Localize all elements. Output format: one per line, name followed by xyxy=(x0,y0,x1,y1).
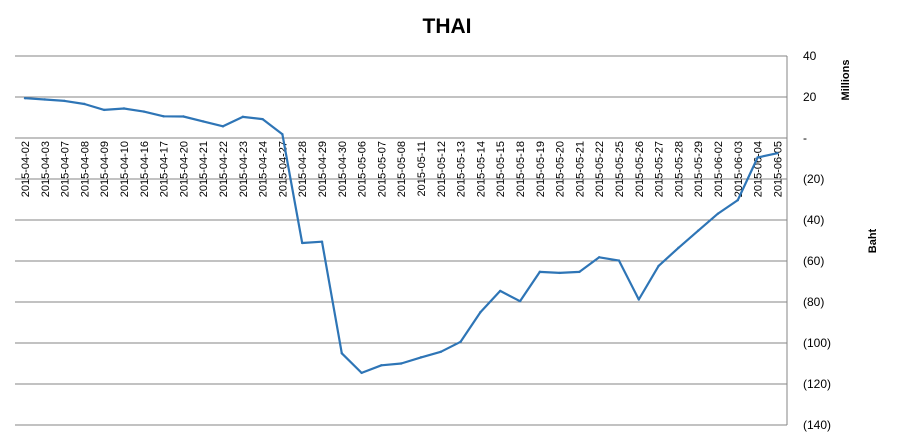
x-tick-label: 2015-04-28 xyxy=(297,141,309,197)
data-point xyxy=(756,156,759,159)
x-tick-label: 2015-04-24 xyxy=(258,141,270,197)
data-point xyxy=(241,115,244,119)
data-point xyxy=(598,256,601,259)
data-point xyxy=(439,350,442,354)
y-tick-label: (140) xyxy=(803,418,831,432)
x-tick-label: 2015-04-23 xyxy=(238,141,250,197)
data-point xyxy=(281,133,284,136)
chart-title: THAI xyxy=(423,15,472,38)
x-tick-label: 2015-05-19 xyxy=(535,141,547,197)
x-tick-label: 2015-05-13 xyxy=(456,141,468,197)
x-tick-label: 2015-04-17 xyxy=(159,141,171,197)
data-point xyxy=(182,115,185,118)
x-tick-label: 2015-05-08 xyxy=(396,141,408,197)
data-point xyxy=(419,356,423,359)
data-point xyxy=(162,115,165,118)
x-tick-label: 2015-04-07 xyxy=(60,141,72,197)
x-tick-label: 2015-04-08 xyxy=(79,141,91,197)
y-tick-label: (120) xyxy=(803,377,831,391)
x-tick-label: 2015-05-21 xyxy=(574,141,586,197)
data-point xyxy=(400,362,403,365)
x-tick-label: 2015-04-21 xyxy=(198,141,210,197)
x-tick-label: 2015-06-05 xyxy=(772,141,784,197)
x-tick-label: 2015-05-15 xyxy=(495,141,507,197)
x-tick-label: 2015-05-25 xyxy=(614,141,626,197)
data-point xyxy=(578,270,581,274)
y-tick-label: (60) xyxy=(803,254,824,268)
data-point xyxy=(221,125,225,128)
x-tick-label: 2015-04-29 xyxy=(317,141,329,197)
y-tick-label: - xyxy=(803,131,807,145)
x-tick-label: 2015-05-20 xyxy=(555,141,567,197)
data-point xyxy=(617,259,621,262)
x-tick-label: 2015-04-20 xyxy=(178,141,190,197)
y-tick-label: 40 xyxy=(803,49,817,63)
data-point xyxy=(459,340,462,343)
data-point xyxy=(23,97,27,100)
data-point xyxy=(558,271,561,275)
x-tick-label: 2015-05-22 xyxy=(594,141,606,197)
y-axis-tick-labels: 40 20 - (20) (40) (60) (80) (100) (120) (140) xyxy=(803,49,831,432)
y-axis-unit-label: Millions xyxy=(840,60,852,101)
x-tick-label: 2015-05-18 xyxy=(515,141,527,197)
data-point xyxy=(637,298,640,301)
x-tick-label: 2015-05-12 xyxy=(436,141,448,197)
x-tick-label: 2015-06-03 xyxy=(733,141,745,197)
x-tick-label: 2015-05-11 xyxy=(416,141,428,196)
x-tick-label: 2015-04-27 xyxy=(277,141,289,197)
y-axis-title: Baht xyxy=(867,228,879,253)
x-tick-label: 2015-05-07 xyxy=(376,141,388,197)
data-point xyxy=(776,151,779,155)
x-tick-label: 2015-05-29 xyxy=(693,141,705,197)
data-point xyxy=(43,98,46,101)
data-point xyxy=(380,364,383,367)
data-point xyxy=(736,198,739,202)
data-point xyxy=(697,229,700,232)
y-tick-label: (40) xyxy=(803,213,824,227)
y-tick-label: (80) xyxy=(803,295,824,309)
x-tick-label: 2015-04-16 xyxy=(139,141,151,197)
data-point xyxy=(142,110,145,113)
x-tick-label: 2015-05-28 xyxy=(673,141,685,197)
x-tick-label: 2015-04-09 xyxy=(99,141,111,197)
x-tick-label: 2015-05-14 xyxy=(475,141,487,197)
y-tick-label: 20 xyxy=(803,90,817,104)
series-line xyxy=(24,97,778,374)
gridlines xyxy=(15,55,788,426)
data-point xyxy=(677,246,680,250)
x-tick-label: 2015-04-03 xyxy=(40,141,52,197)
data-point xyxy=(340,352,343,355)
data-point xyxy=(103,108,106,112)
data-point xyxy=(63,99,66,103)
x-tick-label: 2015-05-27 xyxy=(654,141,666,197)
x-tick-label: 2015-06-02 xyxy=(713,141,725,197)
data-point xyxy=(122,107,126,110)
data-point xyxy=(83,102,86,106)
data-point xyxy=(479,311,482,314)
x-tick-label: 2015-06-04 xyxy=(753,141,765,197)
data-point xyxy=(301,241,304,245)
data-point xyxy=(538,270,541,274)
x-tick-label: 2015-04-22 xyxy=(218,141,230,197)
data-point xyxy=(518,299,522,303)
x-tick-label: 2015-04-02 xyxy=(20,141,32,197)
series-layer xyxy=(23,97,779,375)
data-point xyxy=(657,264,660,268)
x-axis-tick-labels: 2015-04-02 2015-04-03 2015-04-07 2015-04-08… xyxy=(20,141,784,197)
data-point xyxy=(360,371,363,375)
data-point xyxy=(261,117,264,121)
y-tick-label: (100) xyxy=(803,336,831,350)
y-tick-label: (20) xyxy=(803,172,824,186)
data-point xyxy=(202,120,205,123)
data-point xyxy=(499,289,502,293)
data-point xyxy=(320,240,324,243)
x-tick-label: 2015-05-06 xyxy=(357,141,369,197)
data-point xyxy=(716,212,720,215)
x-tick-label: 2015-04-10 xyxy=(119,141,131,197)
x-tick-label: 2015-05-26 xyxy=(634,141,646,197)
x-tick-label: 2015-04-30 xyxy=(337,141,349,197)
